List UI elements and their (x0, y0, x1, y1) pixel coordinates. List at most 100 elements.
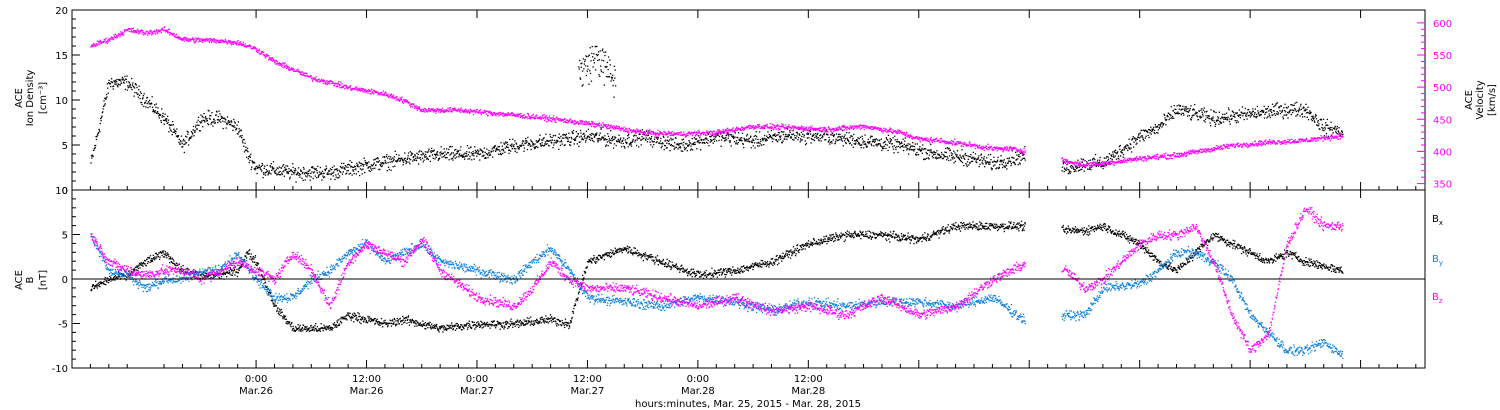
density-point (958, 157, 960, 160)
velocity-point (841, 125, 844, 127)
density-point (1263, 110, 1265, 112)
density-point (787, 136, 790, 138)
density-point (1136, 142, 1138, 144)
density-point (245, 146, 247, 148)
density-point (620, 146, 623, 148)
velocity-point (367, 92, 369, 94)
velocity-point (839, 127, 841, 129)
density-point (798, 133, 800, 135)
density-point (460, 146, 462, 148)
velocity-point (349, 85, 352, 87)
velocity-point (499, 114, 501, 116)
density-point (320, 173, 323, 175)
velocity-point (444, 109, 446, 111)
density-point (185, 142, 188, 144)
velocity-point (557, 119, 559, 121)
density-point (783, 131, 785, 133)
density-point (1296, 101, 1298, 104)
density-point (415, 159, 418, 162)
velocity-point (710, 134, 713, 137)
density-point (605, 139, 607, 141)
density-point (898, 141, 900, 144)
density-point (155, 103, 157, 105)
velocity-point (509, 113, 511, 115)
velocity-point (618, 128, 620, 130)
density-point (500, 152, 502, 155)
density-point (833, 134, 835, 137)
density-point (917, 154, 920, 156)
velocity-point (339, 86, 341, 89)
velocity-point (664, 132, 667, 134)
velocity-point (320, 78, 323, 81)
density-point (1309, 112, 1311, 115)
density-point (628, 136, 630, 139)
velocity-point (814, 129, 816, 131)
velocity-point (445, 110, 447, 112)
density-point (799, 134, 801, 136)
density-point (564, 135, 567, 137)
density-point (208, 110, 210, 112)
density-point (736, 143, 739, 145)
velocity-point (121, 33, 124, 35)
density_spike-point (585, 55, 587, 57)
density-point (126, 75, 128, 77)
density-point (1222, 116, 1224, 119)
density-point (461, 155, 463, 157)
velocity-point (373, 93, 375, 95)
velocity-point (258, 48, 260, 50)
velocity-point (816, 128, 818, 130)
velocity-point (389, 95, 391, 97)
density_spike-point (592, 56, 594, 58)
velocity-point (256, 48, 258, 50)
density-point (1200, 109, 1202, 111)
velocity-point (238, 42, 241, 44)
density-point (770, 136, 772, 138)
density-point (369, 166, 371, 168)
velocity-point (797, 126, 799, 129)
density-point (742, 143, 744, 145)
density-point (648, 137, 651, 139)
density-point (759, 142, 761, 145)
velocity-point (228, 41, 231, 43)
density-point (521, 144, 523, 146)
velocity-point (658, 133, 660, 135)
density-point (493, 146, 495, 148)
velocity-point (302, 73, 305, 75)
density-point (842, 129, 844, 132)
velocity-point (706, 134, 708, 136)
velocity-point (921, 137, 923, 140)
density-point (190, 137, 192, 139)
velocity-point (700, 132, 703, 135)
density-point (384, 159, 386, 162)
density-point (1276, 111, 1278, 113)
density-point (1317, 121, 1319, 123)
density-point (999, 159, 1002, 161)
density-point (485, 153, 488, 155)
density-point (1153, 132, 1155, 134)
velocity-point (865, 127, 867, 129)
density-point (761, 144, 763, 146)
density-point (456, 156, 458, 158)
velocity-point (395, 96, 397, 98)
density-point (320, 172, 322, 174)
density-point (684, 148, 686, 150)
velocity-point (855, 126, 857, 128)
density-point (266, 164, 268, 166)
velocity-point (389, 93, 391, 95)
density-point (354, 165, 356, 167)
velocity-point (773, 125, 775, 127)
density-point (214, 122, 216, 124)
density-point (797, 139, 799, 141)
velocity-point (106, 40, 108, 43)
velocity-point (476, 108, 478, 111)
density-point (307, 170, 309, 172)
density-point (698, 140, 700, 142)
velocity-point (670, 134, 672, 137)
density_spike-point (591, 45, 593, 48)
density-point (1280, 105, 1282, 107)
density-point (687, 144, 690, 146)
density-point (975, 161, 977, 163)
density-point (869, 137, 872, 139)
density-point (1308, 112, 1310, 115)
density-point (546, 143, 548, 145)
